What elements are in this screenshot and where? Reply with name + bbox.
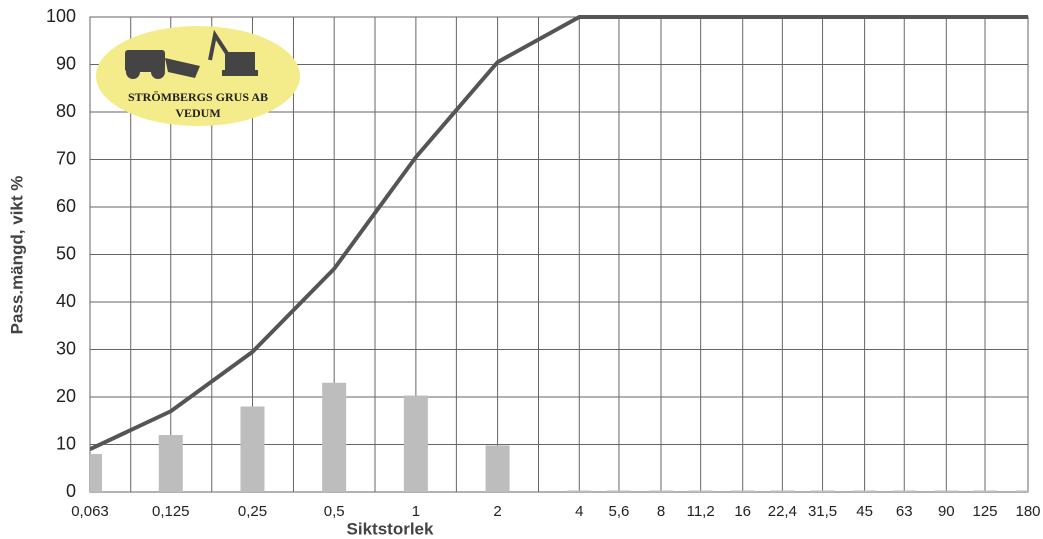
logo-text: STRÖMBERGS GRUS AB	[128, 90, 268, 104]
x-tick-label: 0,063	[71, 503, 109, 520]
x-axis-label: Siktstorlek	[347, 519, 434, 538]
bar	[322, 382, 347, 492]
y-tick-label: 0	[66, 481, 76, 501]
bar	[810, 490, 835, 492]
bar	[240, 406, 265, 492]
y-tick-label: 100	[46, 6, 76, 26]
bar	[934, 490, 959, 492]
y-tick-label: 50	[56, 243, 76, 263]
x-tick-label: 45	[856, 503, 873, 520]
x-tick-label: 0,125	[152, 503, 190, 520]
bar	[770, 490, 795, 492]
grid: 0 10 20 30 40 50 60 70 80 90 100 0,063 0,125 0,25 0,5 1…	[46, 6, 1041, 520]
line	[90, 15, 1028, 452]
y-axis-label: Pass.mängd, vikt %	[7, 176, 26, 335]
y-tick-label: 60	[56, 196, 76, 216]
bar	[90, 454, 102, 492]
bar	[158, 435, 183, 492]
logo: STRÖMBERGS GRUS AB VEDUM	[96, 26, 300, 126]
y-tick-label: 20	[56, 386, 76, 406]
bar	[973, 490, 998, 492]
x-tick-label: 1	[412, 503, 420, 520]
x-tick-label: 4	[575, 503, 583, 520]
bar	[852, 490, 877, 492]
x-tick-label: 5,6	[609, 503, 630, 520]
x-tick-label: 16	[734, 503, 751, 520]
x-tick-label: 2	[493, 503, 501, 520]
x-tick-label: 90	[938, 503, 955, 520]
bar	[403, 395, 428, 492]
x-tick-label: 125	[973, 503, 998, 520]
y-tick-label: 80	[56, 101, 76, 121]
x-tick-label: 8	[657, 503, 665, 520]
x-tick-label: 63	[896, 503, 913, 520]
bar	[567, 490, 592, 492]
marks	[90, 15, 1028, 492]
bar	[730, 490, 755, 492]
bar	[606, 490, 631, 492]
bar	[892, 490, 917, 492]
y-tick-label: 10	[56, 433, 76, 453]
x-tick-label: 11,2	[687, 503, 715, 520]
x-tick-label: 31,5	[808, 503, 837, 520]
y-tick-label: 90	[56, 53, 76, 73]
x-tick-label: 22,4	[768, 503, 797, 520]
bar	[1016, 490, 1028, 492]
x-tick-label: 0,25	[238, 503, 267, 520]
y-tick-label: 70	[56, 148, 76, 168]
logo-machines	[125, 29, 258, 79]
y-tick-label: 40	[56, 291, 76, 311]
bar	[648, 490, 673, 492]
bar	[485, 445, 510, 492]
logo-text: VEDUM	[175, 106, 220, 120]
x-tick-label: 180	[1015, 503, 1040, 520]
y-tick-label: 30	[56, 338, 76, 358]
bar	[688, 490, 713, 492]
x-tick-label: 0,5	[324, 503, 345, 520]
